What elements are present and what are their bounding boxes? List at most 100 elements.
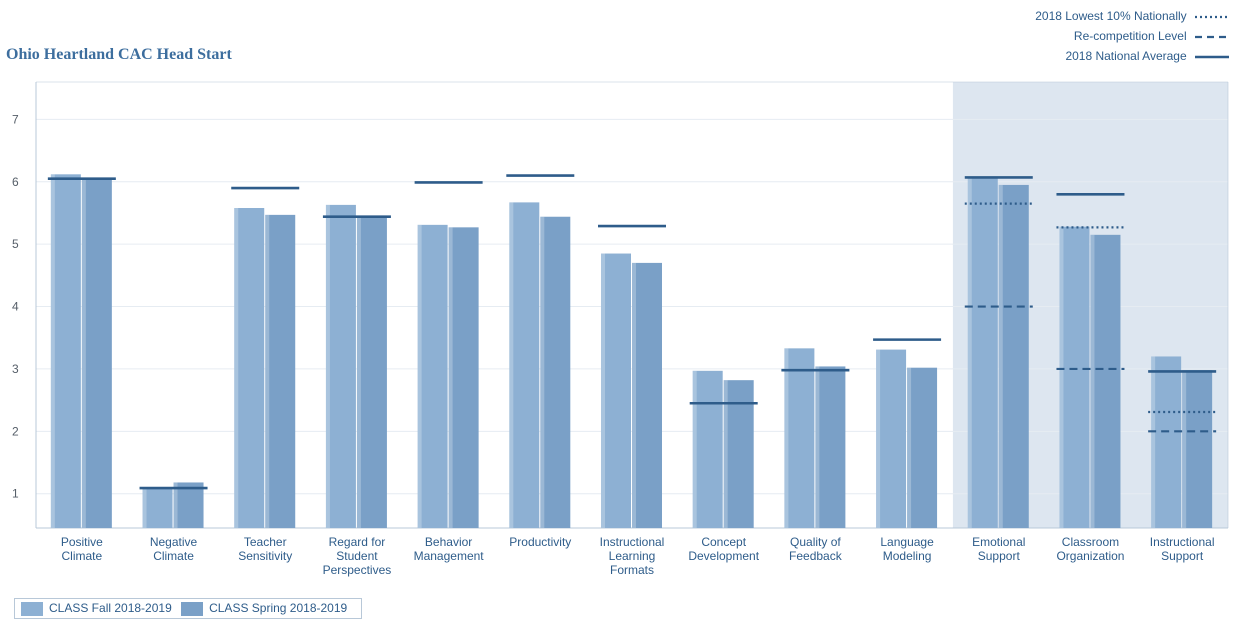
bar-spring	[1090, 234, 1121, 528]
legend-recompetition-label: Re-competition Level	[1073, 29, 1187, 43]
legend-national-average: 2018 National Average	[1035, 46, 1230, 66]
x-category-label-line: Management	[414, 549, 485, 563]
bar-spring	[265, 214, 296, 529]
y-tick-label: 6	[12, 175, 19, 189]
bar-spring	[723, 380, 754, 528]
x-category-label-line: Modeling	[883, 549, 932, 563]
bar-highlight	[448, 227, 453, 529]
x-category-label: Productivity	[509, 535, 571, 549]
x-category-label-line: Instructional	[1150, 535, 1215, 549]
x-category-label: Behavior Management	[414, 535, 485, 563]
bar-fall	[967, 177, 998, 529]
legend-lowest-10-label: 2018 Lowest 10% Nationally	[1035, 9, 1187, 23]
dashed-line-icon	[1195, 35, 1229, 38]
x-category-label-line: Teacher	[244, 535, 287, 549]
legend-spring-label: CLASS Spring 2018-2019	[209, 601, 348, 615]
x-category-label-line: Support	[1161, 549, 1204, 563]
x-category-label-line: Organization	[1056, 549, 1124, 563]
bar-highlight	[907, 367, 912, 528]
bar-spring	[173, 482, 204, 528]
x-category-label: Quality of Feedback	[789, 535, 843, 563]
bar-highlight	[81, 179, 86, 528]
bar-highlight	[1059, 226, 1064, 529]
x-category-label-line: Climate	[62, 549, 103, 563]
x-category-label-line: Behavior	[425, 535, 472, 549]
legend-lowest-10: 2018 Lowest 10% Nationally	[1035, 6, 1230, 26]
x-category-label-line: Classroom	[1062, 535, 1119, 549]
bar-highlight	[173, 482, 178, 528]
bar-fall	[784, 348, 815, 528]
bar-highlight	[50, 174, 55, 528]
x-category-label-line: Feedback	[789, 549, 843, 563]
x-category-label-line: Negative	[150, 535, 198, 549]
bar-highlight	[1182, 370, 1187, 528]
fall-swatch-icon	[21, 601, 43, 616]
chart-title: Ohio Heartland CAC Head Start	[6, 46, 232, 63]
bar-highlight	[998, 184, 1003, 528]
bar-highlight	[723, 380, 728, 528]
legend-fall-label: CLASS Fall 2018-2019	[49, 601, 172, 615]
bar-highlight	[265, 214, 270, 529]
x-category-label: Instructional Support	[1150, 535, 1215, 563]
x-category-label-line: Perspectives	[323, 563, 392, 577]
y-tick-label: 3	[12, 362, 19, 376]
bar-fall	[509, 202, 540, 529]
x-category-label: Negative Climate	[150, 535, 198, 563]
spring-swatch-icon	[181, 601, 204, 616]
x-category-label: Concept Development	[688, 535, 759, 563]
bar-highlight	[540, 216, 545, 528]
y-tick-label: 1	[12, 487, 19, 501]
bar-highlight	[356, 215, 361, 529]
x-category-label-line: Language	[880, 535, 934, 549]
legend-fall: CLASS Fall 2018-2019	[21, 601, 172, 616]
bar-highlight	[601, 253, 605, 529]
x-category-label-line: Regard for	[329, 535, 386, 549]
y-tick-label: 7	[12, 112, 19, 126]
bar-highlight	[142, 488, 147, 528]
bar-highlight	[234, 208, 239, 528]
bar-spring	[632, 262, 662, 528]
x-category-label-line: Formats	[610, 563, 654, 577]
bar-fall	[1151, 356, 1182, 528]
bar-fall	[50, 174, 81, 528]
bar-spring	[1182, 370, 1213, 528]
bar-fall	[601, 253, 631, 529]
y-tick-label: 5	[12, 237, 19, 251]
bar-highlight	[325, 204, 330, 528]
bar-highlight	[1090, 234, 1095, 528]
reference-legend: 2018 Lowest 10% Nationally Re-competitio…	[1035, 6, 1230, 66]
bar-spring	[907, 367, 938, 528]
x-category-label-line: Instructional	[600, 535, 665, 549]
bar-fall	[1059, 226, 1090, 529]
bar-fall	[417, 224, 448, 528]
x-category-label-line: Development	[688, 549, 759, 563]
solid-line-icon	[1195, 55, 1229, 59]
bar-highlight	[417, 224, 422, 528]
x-category-label-line: Positive	[61, 535, 103, 549]
bar-highlight	[784, 348, 789, 528]
x-category-label-line: Support	[978, 549, 1021, 563]
bar-spring	[815, 366, 846, 528]
legend-recompetition: Re-competition Level	[1035, 26, 1230, 46]
x-category-label-line: Quality of	[790, 535, 841, 549]
bar-highlight	[967, 177, 972, 529]
bar-fall	[692, 370, 723, 528]
x-category-label: Emotional Support	[972, 535, 1025, 563]
x-category-label: Regard for Student Perspectives	[323, 535, 392, 577]
dotted-line-icon	[1195, 15, 1229, 18]
bar-highlight	[1151, 356, 1156, 528]
bar-spring	[540, 216, 571, 528]
x-category-label: Classroom Organization	[1056, 535, 1124, 563]
x-category-label: Instructional Learning Formats	[600, 535, 665, 577]
bar-highlight	[876, 349, 881, 528]
bar-fall	[142, 488, 173, 528]
x-category-label-line: Emotional	[972, 535, 1025, 549]
bar-spring	[998, 184, 1029, 528]
bar-fall	[234, 208, 265, 528]
x-category-label: Positive Climate	[61, 535, 103, 563]
bar-spring	[448, 227, 479, 529]
x-category-label-line: Climate	[153, 549, 194, 563]
bar-highlight	[632, 262, 636, 528]
x-category-label: Teacher Sensitivity	[238, 535, 292, 563]
